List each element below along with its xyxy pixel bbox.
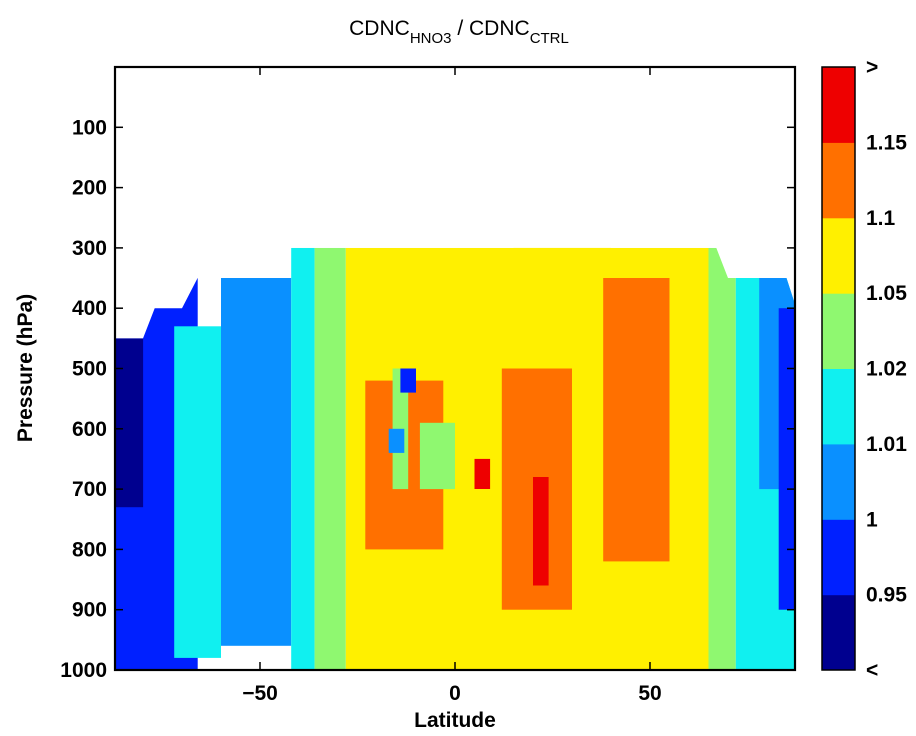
colorbar-cell [822,368,855,445]
title-main-2: CDNC [469,17,530,40]
contour-region [419,422,455,490]
title-main-1: CDNC [349,17,410,40]
colorbar-label: 1.1 [866,207,896,230]
x-axis: −50 0 50 [242,67,662,705]
contour-region [314,247,346,670]
y-tick-label: 1000 [60,659,107,682]
colorbar-label: 0.95 [866,584,907,607]
contour-region [174,326,221,658]
contour-region [388,428,405,453]
colorbar-cell [822,519,855,596]
y-tick-label: 700 [72,478,107,501]
colorbar-frame [821,66,856,671]
x-tick-label: −50 [242,682,278,705]
chart-title: CDNCHNO3 / CDNCCTRL [349,17,569,47]
colorbar-label: 1.01 [866,433,907,456]
y-axis-label: Pressure (hPa) [14,294,37,442]
colorbar-label: < [866,659,878,682]
x-tick-label: 0 [449,682,461,705]
contour-region [603,278,670,562]
y-tick-label: 500 [72,358,107,381]
contour-region [708,247,736,670]
colorbar-cell [822,217,855,294]
title-sub-1: HNO3 [410,30,452,47]
y-tick-label: 400 [72,297,107,320]
contour-region [291,247,315,670]
colorbar-label: > [866,56,878,79]
colorbar-cell [822,443,855,520]
y-tick-label: 900 [72,599,107,622]
colorbar-cell [822,594,855,671]
colorbar-cells [822,67,855,671]
y-axis: 100 200 300 400 500 600 700 800 900 1000 [60,116,795,682]
colorbar-label: 1.05 [866,282,907,305]
y-tick-label: 600 [72,418,107,441]
colorbar: <0.95 1 1.01 1.02 1.05 1.1 1.15 > [821,56,907,682]
contour-region [400,368,416,393]
colorbar-cell [822,142,855,219]
contour-region [221,278,292,646]
colorbar-label: 1.15 [866,131,907,154]
y-tick-label: 200 [72,177,107,200]
y-tick-label: 300 [72,237,107,260]
colorbar-cell [822,67,855,143]
x-tick-label: 50 [638,682,661,705]
title-separator: / [452,17,470,40]
colorbar-labels: <0.95 1 1.01 1.02 1.05 1.1 1.15 > [866,56,907,682]
y-tick-label: 800 [72,538,107,561]
title-sub-2: CTRL [530,30,569,47]
contour-region [778,308,795,610]
contour-fill [115,247,795,670]
colorbar-label: 1 [866,508,878,531]
colorbar-label: 1.02 [866,358,907,381]
contour-region [474,458,491,489]
plot-area [115,67,795,670]
x-axis-label: Latitude [414,709,496,732]
y-tick-label: 100 [72,116,107,139]
colorbar-cell [822,293,855,369]
contour-region [115,338,144,508]
contour-regions [115,247,795,670]
contour-region [533,477,549,586]
